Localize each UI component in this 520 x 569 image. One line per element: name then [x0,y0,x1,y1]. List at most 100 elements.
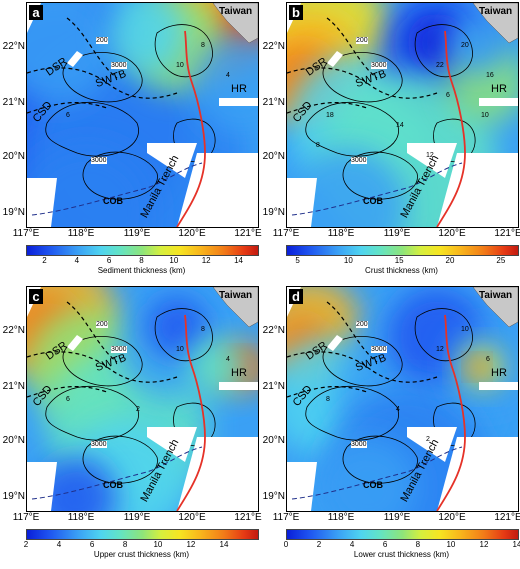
no-data-mask [67,335,83,351]
map-panel-c: c Taiwan DSR SWTB CSD HR COB Manila Tren… [0,284,262,568]
contour-line [414,24,473,78]
lat-label: 21°N [262,381,285,392]
no-data-mask [437,437,518,511]
lon-label: 121°E [494,512,520,523]
lon-label: 119°E [123,512,151,523]
no-data-mask [327,335,343,351]
contour-label: 6 [66,396,70,403]
lon-label: 118°E [327,228,355,239]
contour-label: 6 [66,112,70,119]
colorbar-tick: 6 [89,540,95,549]
lon-label: 117°E [272,512,300,523]
colorbar-tick: 2 [23,540,29,549]
lat-label: 21°N [2,97,25,108]
panel-label: b [289,5,303,20]
boundary-dashed-line [66,17,118,79]
contour-label: 8 [201,326,205,333]
region-label-cob: COB [103,480,123,490]
manila-trench-line [436,314,466,511]
colorbar-tick: 6 [382,540,388,549]
no-data-mask [479,98,518,106]
contour-label: 3000 [111,62,127,69]
colorbar-tick: 10 [446,540,456,549]
colorbar-title: Upper crust thickness (km) [93,550,190,559]
colorbar-tick: 0 [283,540,289,549]
map-svg [27,287,258,511]
contour-label: 200 [96,321,108,328]
map-frame: a Taiwan DSR SWTB CSD HR COB Manila Tren… [26,2,259,228]
colorbar-tick: 4 [74,256,80,265]
colorbar-tick: 20 [445,256,455,265]
colorbar-tick: 25 [496,256,506,265]
cob-dashed-line [291,446,463,500]
contour-label: 16 [486,72,494,79]
lon-label: 120°E [438,512,466,523]
contour-line [45,101,139,157]
contour-label: 10 [481,112,489,119]
colorbar-tick: 12 [201,256,211,265]
contour-label: 3000 [351,441,367,448]
colorbar-tick: 8 [139,256,144,265]
lat-label: 19°N [262,491,285,502]
contour-line [154,24,213,78]
colorbar-tick: 2 [42,256,47,265]
lon-label: 117°E [12,512,40,523]
lon-label: 119°E [123,228,151,239]
lat-label: 21°N [2,381,25,392]
map-panel-b: b Taiwan DSR SWTB CSD HR COB Manila Tren… [260,0,520,284]
contour-label: 3000 [111,346,127,353]
lat-label: 21°N [262,97,285,108]
no-data-mask [479,382,518,390]
taiwan-landmass [472,287,518,328]
colorbar-title: Lower crust thickness (km) [353,550,450,559]
colorbar [26,529,259,540]
contour-line [305,385,399,441]
boundary-dashed-line [27,101,108,114]
region-label-taiwan: Taiwan [479,290,513,301]
panel-label: c [29,289,43,304]
contour-label: 6 [486,356,490,363]
no-data-mask [177,437,258,511]
region-label-hr: HR [231,83,247,95]
contour-line [154,308,213,362]
contour-label: 20 [461,42,469,49]
boundary-dashed-line [326,17,378,79]
map-svg [287,3,518,227]
contour-label: 2 [426,436,430,443]
no-data-mask [177,153,258,227]
no-data-mask [437,153,518,227]
contour-label: 4 [226,356,230,363]
lon-label: 120°E [178,228,206,239]
contour-line [305,101,399,157]
lon-label: 118°E [67,512,95,523]
map-frame: b Taiwan DSR SWTB CSD HR COB Manila Tren… [286,2,519,228]
contour-label: 200 [96,37,108,44]
map-panel-d: d Taiwan DSR SWTB CSD HR COB Manila Tren… [260,284,520,568]
colorbar-tick: 14 [219,540,229,549]
contour-line [45,385,139,441]
lon-label: 121°E [234,228,262,239]
contour-label: 8 [326,396,330,403]
colorbar-tick: 14 [234,256,243,265]
lat-label: 19°N [2,207,25,218]
contour-label: 6 [446,92,450,99]
lat-label: 22°N [262,325,285,336]
contour-label: 3000 [371,62,387,69]
region-label-cob: COB [103,196,123,206]
lat-label: 22°N [2,41,25,52]
panel-label: d [289,289,303,304]
manila-trench-line [436,30,466,227]
contour-label: 10 [176,62,184,69]
contour-line [342,151,418,200]
cob-dashed-line [31,446,203,500]
lat-label: 19°N [2,491,25,502]
contour-label: 3000 [91,441,107,448]
colorbar-tick: 2 [316,540,322,549]
no-data-mask [219,382,258,390]
contour-label: 3000 [91,157,107,164]
map-frame: c Taiwan DSR SWTB CSD HR COB Manila Tren… [26,286,259,512]
map-frame: d Taiwan DSR SWTB CSD HR COB Manila Tren… [286,286,519,512]
contour-line [62,335,143,387]
contour-label: 4 [396,406,400,413]
region-label-hr: HR [231,367,247,379]
